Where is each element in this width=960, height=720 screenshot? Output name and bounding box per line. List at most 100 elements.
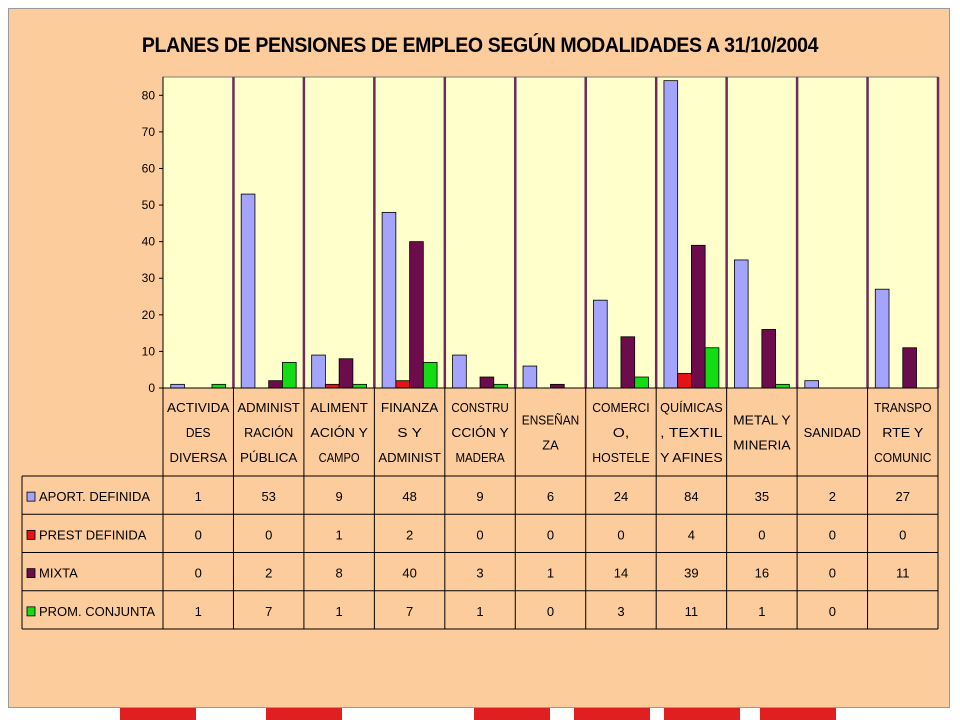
bar	[620, 336, 636, 389]
data-value: 1	[476, 604, 483, 619]
category-label: MINERIA	[733, 438, 791, 453]
data-value: 11	[896, 566, 910, 581]
category-label: ZA	[542, 438, 559, 453]
bar	[211, 383, 227, 389]
bar	[268, 380, 283, 389]
series-name: PREST DEFINIDA	[39, 527, 147, 542]
bar	[409, 241, 424, 389]
category-label: RTE Y	[882, 425, 923, 440]
category-label: ADMINIST	[237, 400, 300, 415]
data-value: 0	[758, 527, 765, 542]
data-value: 0	[476, 527, 483, 542]
data-value: 1	[336, 604, 343, 619]
data-value: 24	[614, 489, 628, 504]
bar	[338, 358, 354, 389]
data-value: 2	[829, 489, 836, 504]
category-label: CAMPO	[319, 450, 360, 465]
data-value: 4	[688, 527, 695, 542]
bar	[775, 383, 790, 389]
bar	[381, 211, 397, 389]
bar	[352, 383, 368, 389]
legend-key	[26, 568, 36, 579]
y-tick-label: 30	[142, 271, 156, 285]
chart-title: PLANES DE PENSIONES DE EMPLEO SEGÚN MODA…	[141, 34, 819, 57]
category-label: RACIÓN	[244, 425, 293, 440]
data-value: 0	[547, 604, 554, 619]
data-value: 3	[476, 566, 483, 581]
category-label: ENSEÑAN	[522, 413, 579, 428]
category-label: TRANSPO	[874, 400, 931, 415]
data-value: 0	[829, 566, 836, 581]
footer-stripe	[120, 708, 196, 720]
category-label: SANIDAD	[804, 425, 861, 440]
y-tick-label: 50	[142, 198, 156, 212]
data-value: 3	[617, 604, 624, 619]
data-value: 0	[617, 527, 624, 542]
legend-key	[26, 529, 36, 540]
data-value: 40	[402, 566, 416, 581]
data-value: 1	[195, 604, 202, 619]
bar	[733, 259, 749, 389]
y-tick-label: 10	[142, 344, 156, 358]
data-value: 53	[261, 489, 275, 504]
bar	[395, 380, 410, 389]
category-label: MADERA	[455, 450, 504, 465]
data-value: 6	[547, 489, 554, 504]
category-label: ADMINIST	[378, 450, 441, 465]
data-value: 7	[406, 604, 413, 619]
data-value: 2	[406, 527, 413, 542]
y-tick-label: 40	[142, 235, 156, 249]
data-value: 1	[547, 566, 554, 581]
bar	[874, 288, 890, 389]
bar	[902, 347, 917, 389]
category-label: , TEXTIL	[660, 425, 722, 440]
data-value: 27	[896, 489, 910, 504]
data-value: 35	[755, 489, 769, 504]
category-label: HOSTELE	[592, 450, 650, 465]
bar	[479, 376, 495, 389]
data-value: 9	[336, 489, 343, 504]
footer-stripe	[574, 708, 650, 720]
bar	[691, 244, 706, 389]
data-value: 0	[899, 527, 906, 542]
category-label: DIVERSA	[170, 450, 228, 465]
data-value: 8	[336, 566, 343, 581]
data-value: 0	[547, 527, 554, 542]
category-label: Y AFINES	[660, 450, 723, 465]
legend-key	[26, 606, 36, 617]
category-label: ALIMENT	[310, 400, 367, 415]
footer-stripe	[266, 708, 342, 720]
category-label: DES	[186, 425, 211, 440]
bar	[422, 361, 438, 389]
bar	[282, 361, 297, 389]
y-tick-label: 0	[148, 381, 155, 395]
legend-key	[26, 491, 36, 502]
bar	[804, 380, 819, 389]
category-label: S Y	[397, 425, 422, 440]
bar	[170, 383, 185, 389]
data-value: 9	[476, 489, 483, 504]
data-value: 1	[758, 604, 765, 619]
bar	[452, 354, 467, 389]
category-label: CCIÓN Y	[451, 425, 509, 440]
bar	[493, 383, 508, 389]
y-tick-label: 20	[142, 308, 156, 322]
category-label: PÚBLICA	[240, 450, 298, 465]
data-value: 16	[755, 566, 769, 581]
data-value: 84	[684, 489, 698, 504]
data-value: 11	[685, 604, 699, 619]
category-label: COMUNIC	[874, 450, 931, 465]
y-tick-label: 80	[142, 88, 156, 102]
data-value: 0	[195, 566, 202, 581]
category-label: COMERCI	[592, 400, 649, 415]
data-value: 0	[829, 604, 836, 619]
category-label: ACTIVIDA	[167, 400, 230, 415]
data-value: 7	[265, 604, 272, 619]
category-label: QUÍMICAS	[660, 400, 723, 415]
data-value: 0	[265, 527, 272, 542]
bar	[324, 383, 340, 389]
data-value: 1	[195, 489, 202, 504]
series-name: APORT. DEFINIDA	[39, 489, 150, 504]
series-name: PROM. CONJUNTA	[39, 604, 155, 619]
